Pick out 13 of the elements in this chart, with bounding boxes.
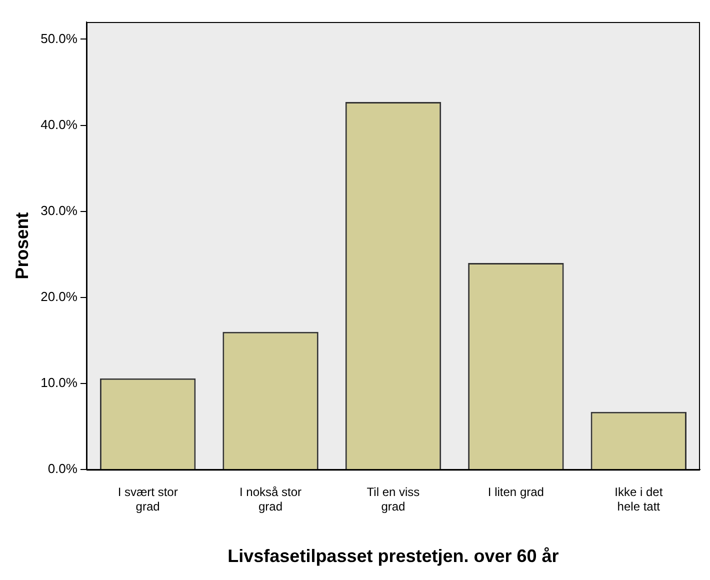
y-tick-label: 50.0% [40,30,78,46]
x-tick-label: Ikke i det hele tatt [614,485,664,514]
y-tick-label: 10.0% [40,375,78,390]
y-tick-label: 20.0% [40,289,78,304]
y-tick-label: 30.0% [40,202,78,218]
x-axis-title: Livsfasetilpasset prestetjen. over 60 år [228,546,559,566]
y-tick-label: 40.0% [40,116,78,132]
x-tick-label: I liten grad [488,485,544,500]
x-tick-label: I svært stor grad [118,485,178,514]
x-tick-label: Til en viss grad [366,485,420,514]
y-tick-label: 0.0% [48,461,78,476]
y-axis-title: Prosent [12,212,32,280]
x-tick-label: I nokså stor grad [240,485,302,514]
